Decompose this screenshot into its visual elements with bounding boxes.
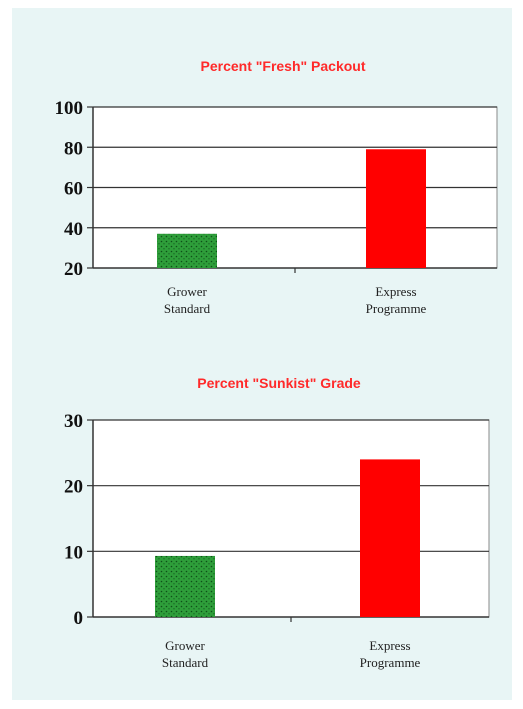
chart-2-category-label: Express (369, 638, 410, 653)
chart-1-y-tick-label: 80 (64, 138, 83, 159)
chart-1-category-label: Programme (366, 301, 427, 316)
chart-2-plot-area (92, 419, 490, 618)
chart-1-bar-1 (157, 233, 217, 268)
chart-2-title: Percent "Sunkist" Grade (197, 375, 361, 391)
chart-1-y-tick-label: 60 (64, 179, 83, 200)
chart-1-y-tick-label: 100 (55, 98, 84, 119)
chart-2-y-tick-label: 30 (64, 411, 83, 432)
chart-1-title: Percent "Fresh" Packout (201, 58, 366, 74)
chart-2-y-tick-label: 20 (64, 477, 83, 498)
chart-2-category-label: Programme (360, 655, 421, 670)
chart-1-y-tick-label: 20 (64, 259, 83, 280)
chart-1-category-label: Standard (164, 301, 211, 316)
chart-2-bar-2 (360, 459, 420, 617)
chart-2-y-tick-label: 10 (64, 542, 83, 563)
chart-1-category-label: Express (375, 284, 416, 299)
chart-1-category-label: Grower (167, 284, 207, 299)
chart-2-category-label: Standard (162, 655, 209, 670)
chart-1-bar-2 (366, 149, 426, 268)
chart-2-bar-1 (155, 555, 215, 617)
chart-1-y-tick-label: 40 (64, 219, 83, 240)
chart-2-category-label: Grower (165, 638, 205, 653)
chart-2-y-tick-label: 0 (74, 608, 84, 629)
